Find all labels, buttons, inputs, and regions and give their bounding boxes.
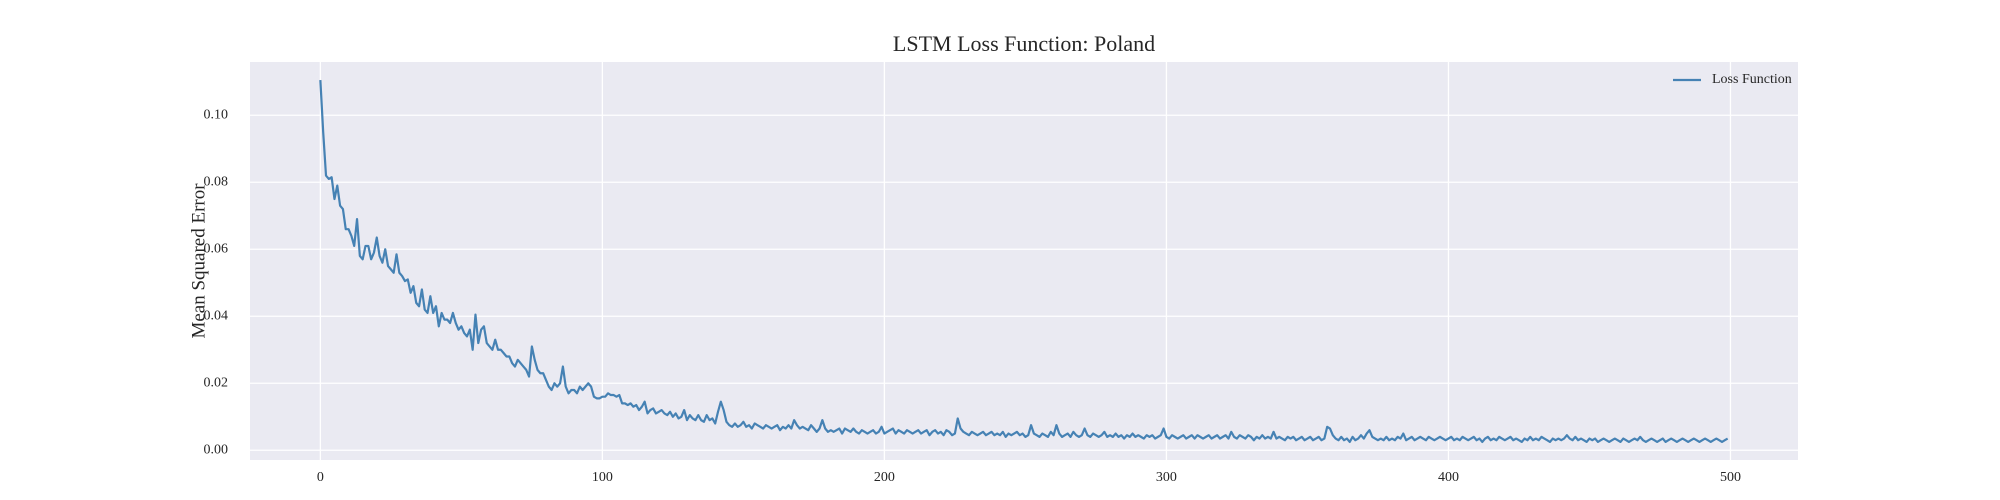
plot-area <box>250 62 1798 460</box>
y-tick-label: 0.08 <box>204 174 229 189</box>
data-line <box>319 80 1729 444</box>
x-tick-label: 200 <box>874 470 895 485</box>
y-tick-label: 0.10 <box>204 107 229 122</box>
y-tick-label: 0.04 <box>204 308 229 323</box>
y-axis-label: Mean Squared Error <box>188 183 209 339</box>
y-tick-label: 0.00 <box>204 443 229 458</box>
x-tick-label: 400 <box>1438 470 1459 485</box>
x-tick-label: 300 <box>1156 470 1177 485</box>
x-tick-label: 500 <box>1720 470 1741 485</box>
chart-title: LSTM Loss Function: Poland <box>893 31 1155 56</box>
y-tick-label: 0.02 <box>204 375 229 390</box>
legend-label: Loss Function <box>1712 72 1792 87</box>
x-tick-label: 0 <box>317 470 324 485</box>
y-tick-label: 0.06 <box>204 241 229 256</box>
x-tick-label: 100 <box>592 470 613 485</box>
